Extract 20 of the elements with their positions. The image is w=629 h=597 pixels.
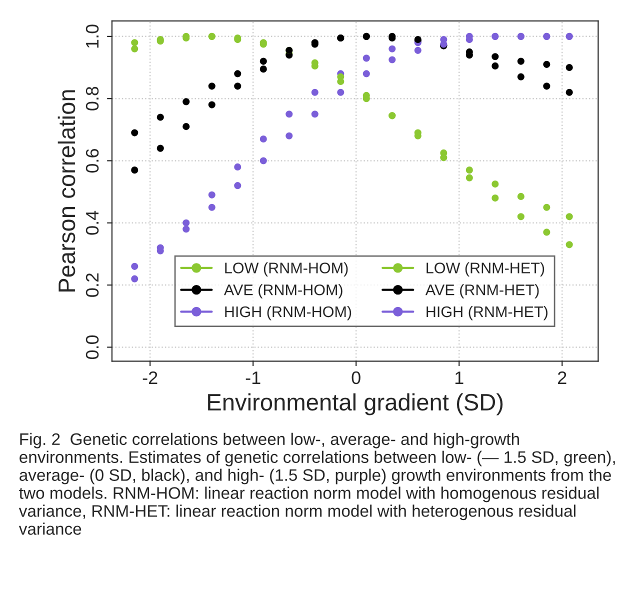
x-tick-label: 0 [352, 371, 360, 384]
legend-label: HIGH (RNM-HET) [426, 306, 548, 320]
y-tick-label: 0.6 [86, 148, 99, 173]
y-axis-title: Pearson correlation [58, 90, 76, 292]
y-tick-label: 1.0 [86, 24, 99, 48]
y-tick-label: 0.4 [86, 210, 99, 235]
legend-label: AVE (RNM-HOM) [224, 284, 342, 298]
y-tick-label: 0.0 [86, 335, 99, 360]
x-tick-label: -1 [246, 372, 260, 384]
x-tick-label: 2 [558, 371, 566, 384]
x-tick-label: -2 [142, 371, 158, 384]
legend-label: LOW (RNM-HET) [426, 262, 544, 276]
legend-label: AVE (RNM-HET) [425, 284, 539, 298]
legend-label: LOW (RNM-HOM) [225, 262, 348, 276]
legend-label: HIGH (RNM-HOM) [225, 306, 352, 320]
caption: Fig. 2 Genetic correlations between low-, average- and high-growth environments. Estimates of genetic correlations between low- (— 1.5 SD, green), average- (0 SD, black), and high- (1.5 SD, purple) growth environments from the two models. RNM-HOM: linear reaction norm model with homogenous residual variance, RNM-HET: linear reaction norm model with heterogenous residual variance [18, 432, 615, 535]
x-axis-title: Environmental gradient (SD) [208, 393, 503, 416]
y-tick-label: 0.8 [86, 86, 99, 110]
y-tick-label: 0.2 [86, 273, 99, 297]
x-tick-label: 1 [455, 372, 464, 384]
